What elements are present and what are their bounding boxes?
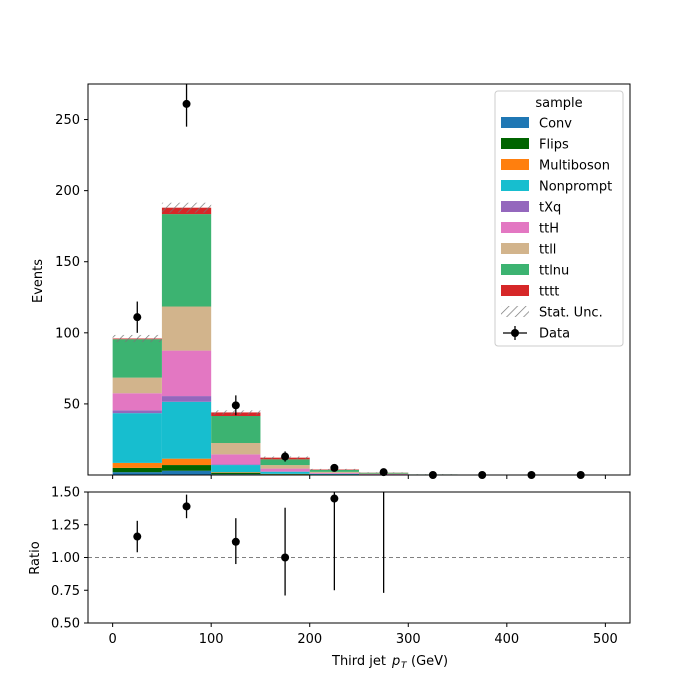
bar-flips-bin-1	[161, 465, 212, 471]
legend-label-txq: tXq	[539, 201, 561, 216]
legend-swatch-flips	[501, 138, 529, 149]
main-plot-area: 50 100 150 200 250	[55, 83, 631, 479]
bar-txq-bin-0	[112, 410, 162, 414]
ratio-y-axis-label: Ratio	[28, 541, 43, 574]
bar-conv-bin-1	[161, 470, 212, 475]
data-point	[231, 401, 240, 410]
legend-swatch-multiboson	[501, 159, 529, 170]
legend-label-nonprompt: Nonprompt	[539, 180, 612, 195]
data-point	[379, 468, 388, 477]
x-axis-label-unit: (GeV)	[411, 654, 448, 669]
ratio-y-tick-label: 0.50	[51, 617, 80, 632]
bar-nonprompt-bin-3	[260, 471, 310, 474]
y-tick-label: 150	[55, 255, 80, 270]
bar-ttlnu-bin-1	[161, 214, 212, 307]
y-axis-label: Events	[31, 259, 46, 303]
data-point	[330, 463, 339, 472]
bar-nonprompt-bin-4	[309, 473, 359, 475]
legend-title: sample	[535, 96, 582, 111]
legend-swatch-tttt	[501, 285, 529, 296]
legend-label-tth: ttH	[539, 222, 559, 237]
ratio-point	[182, 502, 191, 511]
ratio-point	[133, 532, 142, 541]
legend-label-tttt: tttt	[539, 285, 559, 300]
x-tick-label: 100	[199, 632, 224, 647]
legend-frame	[494, 90, 624, 347]
legend-label-conv: Conv	[539, 117, 572, 132]
ratio-axes-frame	[87, 491, 631, 624]
ratio-point	[231, 537, 240, 546]
legend-swatch-txq	[501, 201, 529, 212]
bar-tth-bin-3	[260, 468, 310, 472]
x-axis-label-subscript: T	[401, 661, 408, 671]
bar-ttll-bin-0	[112, 377, 162, 394]
bar-tth-bin-2	[211, 454, 261, 465]
ratio-y-tick-label: 0.75	[51, 584, 80, 599]
ratio-plot-area: 0.50 0.75 1.00 1.25 1.50 0 100 200 300 400 500	[51, 486, 631, 647]
bar-tth-bin-4	[309, 472, 359, 474]
data-point	[281, 452, 290, 461]
bar-nonprompt-bin-2	[211, 465, 261, 473]
legend-swatch-ttlnu	[501, 264, 529, 275]
bar-ttll-bin-1	[161, 306, 212, 351]
legend-swatch-tth	[501, 222, 529, 233]
legend-swatch-ttll	[501, 243, 529, 254]
bar-ttll-bin-4	[309, 471, 359, 473]
bar-multiboson-bin-1	[161, 458, 212, 466]
ratio-y-tick-label: 1.00	[51, 551, 80, 566]
bar-multiboson-bin-2	[211, 472, 261, 473]
legend-label-ttlnu: ttlnu	[539, 264, 569, 279]
ratio-y-tick-label: 1.50	[51, 486, 80, 501]
y-tick-label: 50	[63, 397, 80, 412]
bar-multiboson-bin-0	[112, 462, 162, 468]
x-tick-label: 500	[593, 632, 618, 647]
bar-flips-bin-2	[211, 472, 261, 475]
legend-label-data: Data	[539, 327, 570, 342]
bar-txq-bin-2	[211, 464, 261, 466]
x-axis-label: Third jet	[331, 654, 386, 669]
x-tick-label: 200	[297, 632, 322, 647]
bar-tth-bin-0	[112, 393, 162, 411]
stat-unc-band-bin-1	[161, 202, 212, 213]
data-point	[182, 99, 191, 108]
bar-flips-bin-0	[112, 467, 162, 473]
x-tick-label: 0	[108, 632, 116, 647]
ratio-point	[281, 553, 290, 562]
bar-conv-bin-0	[112, 472, 162, 475]
ratio-y-tick-label: 1.25	[51, 518, 80, 533]
main-axes-frame	[87, 83, 631, 476]
legend-label-stat-unc: Stat. Unc.	[539, 306, 603, 321]
x-axis-label-math: p	[391, 654, 400, 669]
legend-label-ttll: ttll	[539, 243, 556, 258]
stat-unc-band-bin-0	[112, 334, 162, 343]
bar-nonprompt-bin-1	[161, 401, 212, 459]
legend-swatch-stat-unc	[501, 306, 529, 317]
legend-swatch-conv	[501, 117, 529, 128]
x-tick-label: 400	[494, 632, 519, 647]
bar-tth-bin-1	[161, 350, 212, 397]
bar-txq-bin-1	[161, 396, 212, 402]
legend: sample Conv Flips Multiboson Nonprompt tXq tt…	[494, 90, 624, 347]
bar-ttll-bin-2	[211, 443, 261, 455]
bar-ttlnu-bin-0	[112, 339, 162, 378]
bar-ttlnu-bin-3	[260, 459, 310, 466]
legend-data-marker	[511, 329, 519, 337]
bar-nonprompt-bin-0	[112, 413, 162, 463]
legend-label-multiboson: Multiboson	[539, 159, 610, 174]
legend-swatch-nonprompt	[501, 180, 529, 191]
ratio-point	[330, 494, 339, 503]
data-point	[133, 313, 142, 322]
bar-ttlnu-bin-2	[211, 415, 261, 443]
y-tick-label: 100	[55, 326, 80, 341]
bar-ttll-bin-3	[260, 465, 310, 469]
y-tick-label: 200	[55, 184, 80, 199]
x-tick-label: 300	[396, 632, 421, 647]
y-tick-label: 250	[55, 113, 80, 128]
legend-label-flips: Flips	[539, 138, 569, 153]
